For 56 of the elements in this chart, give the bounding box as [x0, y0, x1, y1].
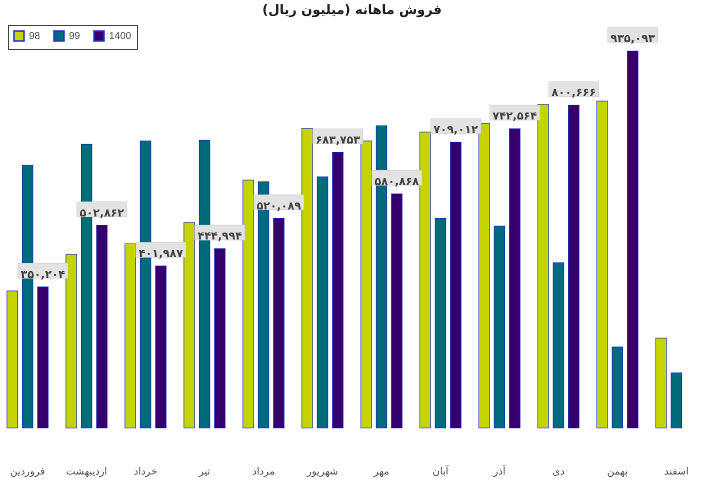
- x-tick-label: مهر: [372, 466, 390, 478]
- bar: [66, 254, 77, 428]
- bar: [214, 248, 226, 428]
- data-label: ۵۲۰,۰۸۹: [256, 199, 302, 212]
- bar: [96, 224, 108, 428]
- x-tick-label: مرداد: [252, 466, 275, 478]
- bar: [670, 372, 682, 428]
- x-tick-label: بهمن: [607, 466, 628, 478]
- bar: [302, 128, 313, 428]
- bar: [273, 218, 284, 428]
- bar: [509, 128, 520, 428]
- data-label: ۴۴۴,۹۹۴: [198, 230, 242, 243]
- legend-label: 99: [69, 31, 81, 42]
- bar: [434, 218, 446, 428]
- x-tick-label: اردیبهشت: [66, 466, 108, 478]
- bar: [37, 286, 49, 428]
- bar: [332, 152, 344, 428]
- data-label: ۸۰۰,۶۶۶: [552, 86, 596, 100]
- x-tick-label: تیر: [198, 466, 210, 478]
- data-label: ۷۰۹,۰۱۲: [434, 123, 478, 136]
- x-tick-label: شهریور: [306, 466, 338, 478]
- x-tick-label: آبان: [432, 464, 450, 478]
- data-label: ۴۰۱,۹۸۷: [138, 246, 184, 260]
- bar: [627, 50, 638, 428]
- bar: [596, 100, 608, 428]
- x-tick-label: خرداد: [134, 466, 158, 478]
- data-label: ۹۳۵,۰۹۳: [610, 32, 656, 45]
- bar: [360, 140, 372, 428]
- x-tick-label: اسفند: [664, 466, 689, 478]
- bar: [391, 194, 402, 428]
- data-label: ۵۸۰,۸۶۸: [374, 174, 420, 188]
- bar: [316, 176, 328, 428]
- bar: [552, 262, 564, 428]
- bar: [242, 180, 254, 428]
- data-label: ۶۸۳,۷۵۳: [316, 133, 360, 146]
- bar: [450, 142, 462, 428]
- bar: [6, 290, 18, 428]
- bar: [537, 104, 549, 428]
- bar: [155, 266, 167, 428]
- bar: [568, 104, 580, 428]
- data-label: ۵۰۲,۸۶۲: [80, 206, 124, 220]
- bar: [184, 222, 195, 428]
- bar: [612, 346, 624, 428]
- bar: [124, 243, 136, 428]
- bar: [478, 122, 490, 428]
- data-label: ۷۴۲,۵۶۴: [492, 110, 538, 123]
- legend-label: 98: [29, 31, 41, 42]
- bar: [420, 132, 431, 428]
- x-tick-label: دی: [552, 466, 565, 478]
- x-tick-label: آذر: [492, 464, 507, 478]
- legend-label: 1400: [109, 31, 132, 42]
- bar: [655, 338, 667, 428]
- bar: [494, 226, 506, 428]
- data-label: ۳۵۰,۲۰۴: [20, 268, 66, 281]
- chart-title: فروش ماهانه (میلیون ریال): [262, 3, 442, 18]
- x-tick-label: فروردین: [10, 466, 46, 478]
